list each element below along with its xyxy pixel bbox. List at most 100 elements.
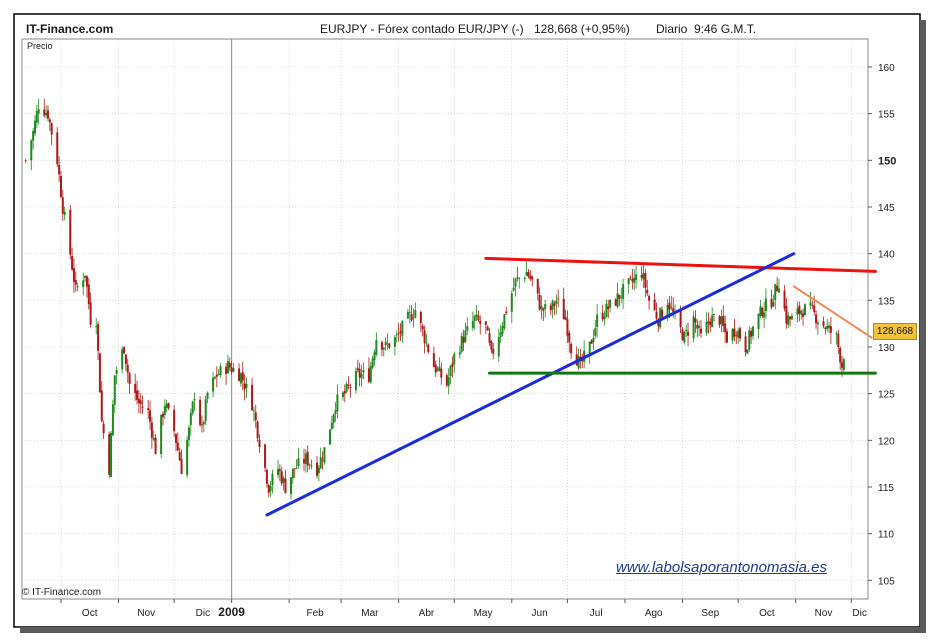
y-tick-label: 135: [878, 296, 895, 307]
candle: [475, 304, 478, 322]
candle: [737, 327, 740, 344]
candle-body: [484, 321, 487, 325]
x-tick-label: 2009: [218, 605, 245, 619]
candle-body: [774, 283, 777, 301]
candle-body: [549, 305, 552, 311]
candle: [783, 285, 786, 312]
candle-body: [191, 401, 194, 414]
candle: [787, 311, 790, 329]
candle: [252, 407, 255, 422]
candle: [720, 309, 723, 333]
candle-body: [731, 329, 734, 341]
candle-body: [72, 268, 75, 282]
x-tick-label: Nov: [815, 608, 833, 619]
candle-body: [173, 409, 176, 432]
candle: [373, 349, 376, 366]
candle: [293, 468, 296, 478]
candle-body: [514, 278, 517, 287]
x-tick-label: Sep: [701, 608, 719, 619]
candle: [809, 292, 812, 310]
candle-body: [35, 111, 38, 123]
candle-body: [726, 331, 728, 343]
candle: [56, 127, 59, 167]
candle-body: [770, 298, 773, 308]
candle: [108, 431, 111, 479]
candle: [30, 139, 33, 171]
last-price-tag: 128,668: [873, 323, 917, 340]
candle-body: [167, 403, 170, 409]
candle: [306, 445, 309, 473]
candle: [798, 301, 801, 322]
y-tick-label: 105: [878, 576, 895, 587]
candle-body: [386, 343, 389, 345]
candle-body: [61, 197, 64, 214]
x-tick-label: May: [474, 608, 493, 619]
x-tick-label: Dic: [852, 608, 866, 619]
candle: [178, 447, 181, 461]
candle-body: [58, 164, 61, 175]
candle: [803, 303, 806, 316]
candle-body: [427, 344, 430, 352]
candle-body: [837, 333, 840, 348]
candle: [308, 463, 311, 470]
candle: [232, 362, 235, 373]
candle-body: [696, 324, 699, 329]
candle: [278, 464, 281, 481]
candle: [425, 333, 428, 348]
candle-body: [369, 366, 372, 383]
candle-body: [303, 458, 305, 464]
candle: [774, 283, 777, 310]
candle-body: [100, 390, 103, 422]
x-tick-label: Jul: [590, 608, 603, 619]
candle: [328, 429, 331, 445]
candle: [124, 354, 127, 371]
candle: [607, 300, 610, 319]
grid: [22, 39, 868, 599]
candle: [152, 430, 155, 442]
candle: [241, 361, 244, 391]
candle: [310, 459, 313, 470]
candle: [290, 477, 293, 500]
candle: [349, 383, 352, 398]
candle-body: [30, 140, 33, 161]
candle: [815, 310, 818, 329]
candle-body: [199, 399, 202, 426]
candle: [790, 312, 793, 320]
candle-body: [219, 366, 222, 376]
candle: [43, 98, 46, 118]
candle-body: [380, 341, 383, 350]
candle: [466, 317, 469, 336]
candle: [334, 402, 337, 422]
candle: [839, 346, 842, 371]
candle-body: [269, 486, 272, 492]
candle-body: [722, 316, 725, 327]
candle: [538, 287, 541, 311]
candle-body: [642, 273, 645, 280]
candle-body: [510, 293, 513, 312]
candle: [128, 371, 131, 394]
candle-body: [187, 427, 190, 440]
candle-body: [102, 423, 105, 434]
candle-body: [278, 469, 281, 472]
candle: [393, 335, 396, 356]
candle-body: [620, 296, 623, 298]
candle: [69, 204, 72, 260]
candle: [265, 468, 268, 488]
candle-body: [720, 316, 723, 324]
candle-body: [440, 368, 443, 378]
watermark-link[interactable]: www.labolsaporantonomasia.es: [616, 559, 827, 576]
candle: [162, 411, 164, 426]
candle-body: [46, 110, 49, 119]
candle-body: [772, 302, 775, 306]
candle-body: [215, 374, 218, 377]
candle-body: [451, 363, 454, 367]
candle: [414, 302, 417, 319]
candle-body: [445, 375, 448, 386]
candle-body: [466, 326, 469, 331]
candle-body: [160, 414, 163, 455]
candle: [85, 275, 88, 298]
y-tick-label: 130: [878, 343, 895, 354]
candle: [369, 361, 372, 384]
candle-body: [538, 294, 541, 310]
